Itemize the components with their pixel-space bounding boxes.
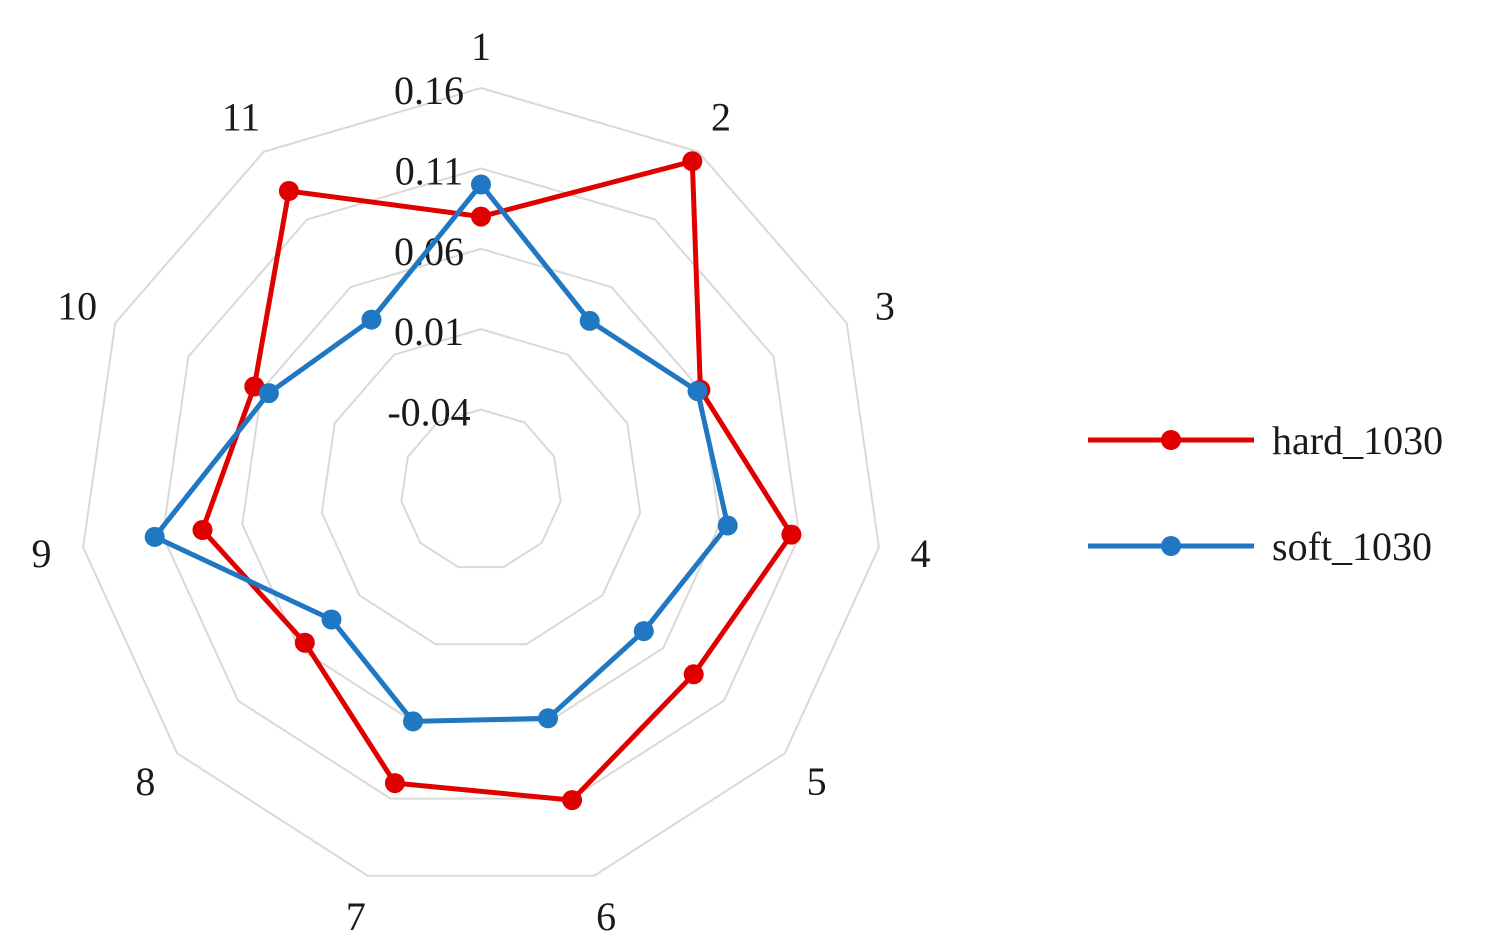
data-point [471, 174, 491, 195]
category-label: 7 [346, 894, 366, 939]
grid-ring-2 [241, 247, 721, 723]
tick-label: -0.04 [387, 390, 470, 435]
grid-ring-1 [320, 328, 642, 646]
grid-ring-0 [400, 408, 562, 569]
category-label: 11 [222, 95, 261, 140]
category-label: 5 [807, 759, 827, 804]
data-point [579, 310, 600, 331]
category-label: 3 [875, 284, 895, 329]
legend-item: soft_1030 [1088, 524, 1432, 569]
data-point [781, 524, 802, 545]
data-point [683, 664, 704, 685]
data-point [562, 790, 583, 811]
series-layer [144, 151, 802, 811]
data-point [321, 609, 342, 630]
data-point [403, 711, 423, 732]
data-point [682, 151, 703, 172]
legend-item: hard_1030 [1088, 418, 1443, 463]
data-point [278, 181, 299, 201]
data-point [144, 526, 165, 547]
legend-swatch-marker [1161, 430, 1181, 450]
series-soft_1030 [144, 174, 738, 732]
data-point [633, 621, 654, 642]
legend-label: hard_1030 [1272, 418, 1443, 463]
category-label: 10 [57, 284, 97, 329]
legend-swatch-marker [1161, 536, 1181, 556]
tick-label: 0.16 [394, 68, 464, 113]
series-line [199, 158, 795, 803]
category-label: 1 [471, 24, 491, 69]
category-label: 9 [32, 531, 52, 576]
category-label: 2 [711, 95, 731, 140]
category-labels: 1 2 3 4 5 6 7 8 9 10 11 [32, 24, 931, 939]
data-point [538, 708, 558, 729]
data-point [361, 309, 382, 330]
series-hard_1030 [192, 151, 802, 811]
tick-label: 0.01 [394, 309, 464, 354]
series-line [150, 180, 731, 724]
legend-label: soft_1030 [1272, 524, 1432, 569]
data-point [294, 632, 315, 653]
grid-ring-3 [161, 167, 801, 800]
data-point [717, 515, 738, 536]
category-label: 8 [135, 759, 155, 804]
grid-ring-4 [82, 86, 880, 877]
data-point [384, 773, 405, 794]
data-point [192, 520, 213, 540]
category-label: 6 [596, 894, 616, 939]
data-point [258, 383, 279, 404]
category-label: 4 [911, 531, 931, 576]
tick-label: 0.11 [395, 148, 464, 193]
data-point [471, 206, 491, 227]
data-point [687, 381, 708, 402]
legend: hard_1030 soft_1030 [1088, 418, 1443, 569]
